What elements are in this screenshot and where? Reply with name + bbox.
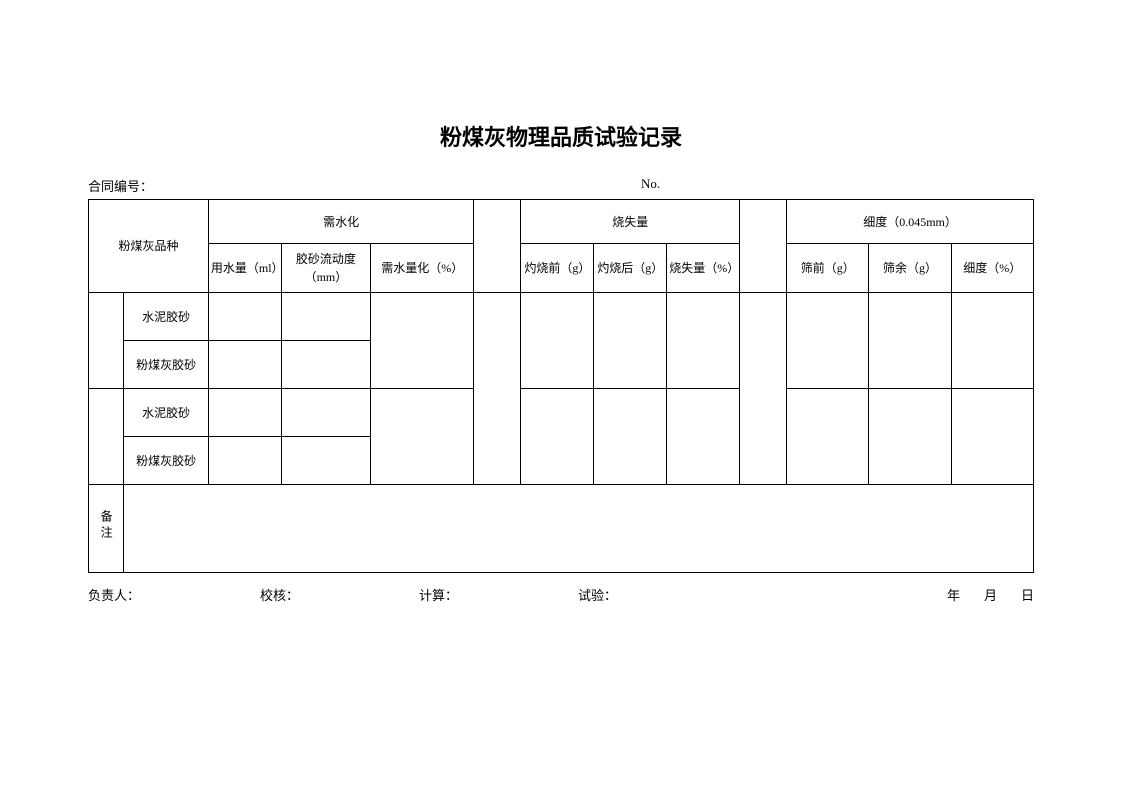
col-before-g: 灼烧前（g） <box>521 244 594 293</box>
cell <box>208 389 281 437</box>
col-water-pct: 需水量化（%） <box>371 244 474 293</box>
row-label: 粉煤灰胶砂 <box>124 437 209 485</box>
cell <box>208 293 281 341</box>
col-spacer-2 <box>740 200 787 293</box>
cell <box>281 437 370 485</box>
cell <box>787 293 869 389</box>
header-labels: 合同编号： No. <box>88 176 1034 195</box>
page-container: 粉煤灰物理品质试验记录 合同编号： No. 粉煤灰品种 需水化 烧失量 <box>0 0 1122 793</box>
cell <box>281 389 370 437</box>
cell <box>281 341 370 389</box>
remarks-label: 备注 <box>89 485 124 573</box>
cell <box>594 389 667 485</box>
day-label: 日 <box>1021 585 1034 604</box>
month-label: 月 <box>984 585 997 604</box>
cell <box>371 389 474 485</box>
col-sieve-residue-g: 筛余（g） <box>869 244 951 293</box>
person-label: 负责人： <box>88 585 140 604</box>
col-type: 粉煤灰品种 <box>89 200 209 293</box>
document-no-label: No. <box>641 176 660 195</box>
remarks-cell <box>124 485 1034 573</box>
cell <box>869 389 951 485</box>
col-water-ml: 用水量（ml） <box>208 244 281 293</box>
cell <box>667 293 740 389</box>
cell <box>281 293 370 341</box>
calc-label: 计算： <box>419 585 458 604</box>
row-group-1 <box>89 293 124 389</box>
remarks-row: 备注 <box>89 485 1034 573</box>
col-spacer-1 <box>474 200 521 293</box>
cell-spacer <box>474 293 521 485</box>
col-group-water: 需水化 <box>208 200 474 244</box>
row-label: 水泥胶砂 <box>124 389 209 437</box>
cell <box>951 389 1033 485</box>
table-row: 水泥胶砂 <box>89 389 1034 437</box>
cell <box>594 293 667 389</box>
cell-spacer <box>740 293 787 485</box>
table-row: 水泥胶砂 <box>89 293 1034 341</box>
cell <box>208 341 281 389</box>
contract-no-label: 合同编号： <box>88 176 153 195</box>
cell <box>951 293 1033 389</box>
col-group-fineness: 细度（0.045mm） <box>787 200 1034 244</box>
col-after-g: 灼烧后（g） <box>594 244 667 293</box>
col-loss-pct: 烧失量（%） <box>667 244 740 293</box>
cell <box>787 389 869 485</box>
cell <box>869 293 951 389</box>
record-table: 粉煤灰品种 需水化 烧失量 细度（0.045mm） 用水量（ml） 胶砂流动度（… <box>88 199 1034 573</box>
cell <box>371 293 474 389</box>
col-flow-mm: 胶砂流动度（mm） <box>281 244 370 293</box>
row-label: 粉煤灰胶砂 <box>124 341 209 389</box>
year-label: 年 <box>947 585 960 604</box>
test-label: 试验： <box>578 585 617 604</box>
document-title: 粉煤灰物理品质试验记录 <box>88 120 1034 152</box>
signature-group: 负责人： 校核： 计算： 试验： <box>88 585 617 604</box>
cell <box>521 293 594 389</box>
col-fineness-pct: 细度（%） <box>951 244 1033 293</box>
cell <box>667 389 740 485</box>
row-group-2 <box>89 389 124 485</box>
col-sieve-before-g: 筛前（g） <box>787 244 869 293</box>
row-label: 水泥胶砂 <box>124 293 209 341</box>
check-label: 校核： <box>260 585 299 604</box>
date-group: 年 月 日 <box>947 585 1034 604</box>
footer-labels: 负责人： 校核： 计算： 试验： 年 月 日 <box>88 585 1034 604</box>
cell <box>521 389 594 485</box>
cell <box>208 437 281 485</box>
col-group-loss: 烧失量 <box>521 200 740 244</box>
